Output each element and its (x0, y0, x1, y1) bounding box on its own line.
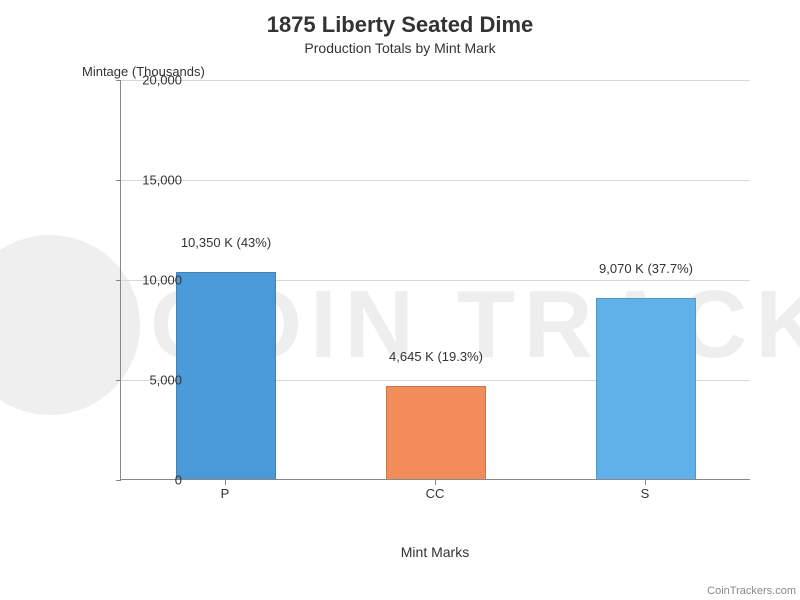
ytick-label: 0 (175, 473, 182, 488)
bar-p (176, 272, 277, 479)
ytick-mark (116, 380, 121, 381)
xtick-label: CC (426, 486, 445, 501)
ytick-label: 5,000 (149, 373, 182, 388)
gridline (121, 80, 750, 81)
ytick-mark (116, 80, 121, 81)
x-axis-label: Mint Marks (120, 544, 750, 560)
ytick-label: 10,000 (142, 273, 182, 288)
chart-area: Mintage (Thousands) 10,350 K (43%)4,645 … (70, 80, 770, 520)
xtick-label: S (641, 486, 650, 501)
bar-label: 9,070 K (37.7%) (599, 261, 693, 276)
title-area: 1875 Liberty Seated Dime Production Tota… (0, 0, 800, 56)
xtick-mark (645, 480, 646, 485)
bar-label: 4,645 K (19.3%) (389, 349, 483, 364)
gridline (121, 180, 750, 181)
bar-label: 10,350 K (43%) (181, 235, 271, 250)
xtick-mark (225, 480, 226, 485)
ytick-mark (116, 280, 121, 281)
bar-cc (386, 386, 487, 479)
ytick-mark (116, 480, 121, 481)
ytick-mark (116, 180, 121, 181)
bar-s (596, 298, 697, 479)
xtick-label: P (221, 486, 230, 501)
ytick-label: 20,000 (142, 73, 182, 88)
plot: 10,350 K (43%) 4,645 K (19.3%) 9,070 K (37… (120, 80, 750, 480)
chart-title: 1875 Liberty Seated Dime (0, 12, 800, 38)
xtick-mark (435, 480, 436, 485)
credit-text: CoinTrackers.com (707, 585, 796, 597)
chart-subtitle: Production Totals by Mint Mark (0, 40, 800, 56)
ytick-label: 15,000 (142, 173, 182, 188)
